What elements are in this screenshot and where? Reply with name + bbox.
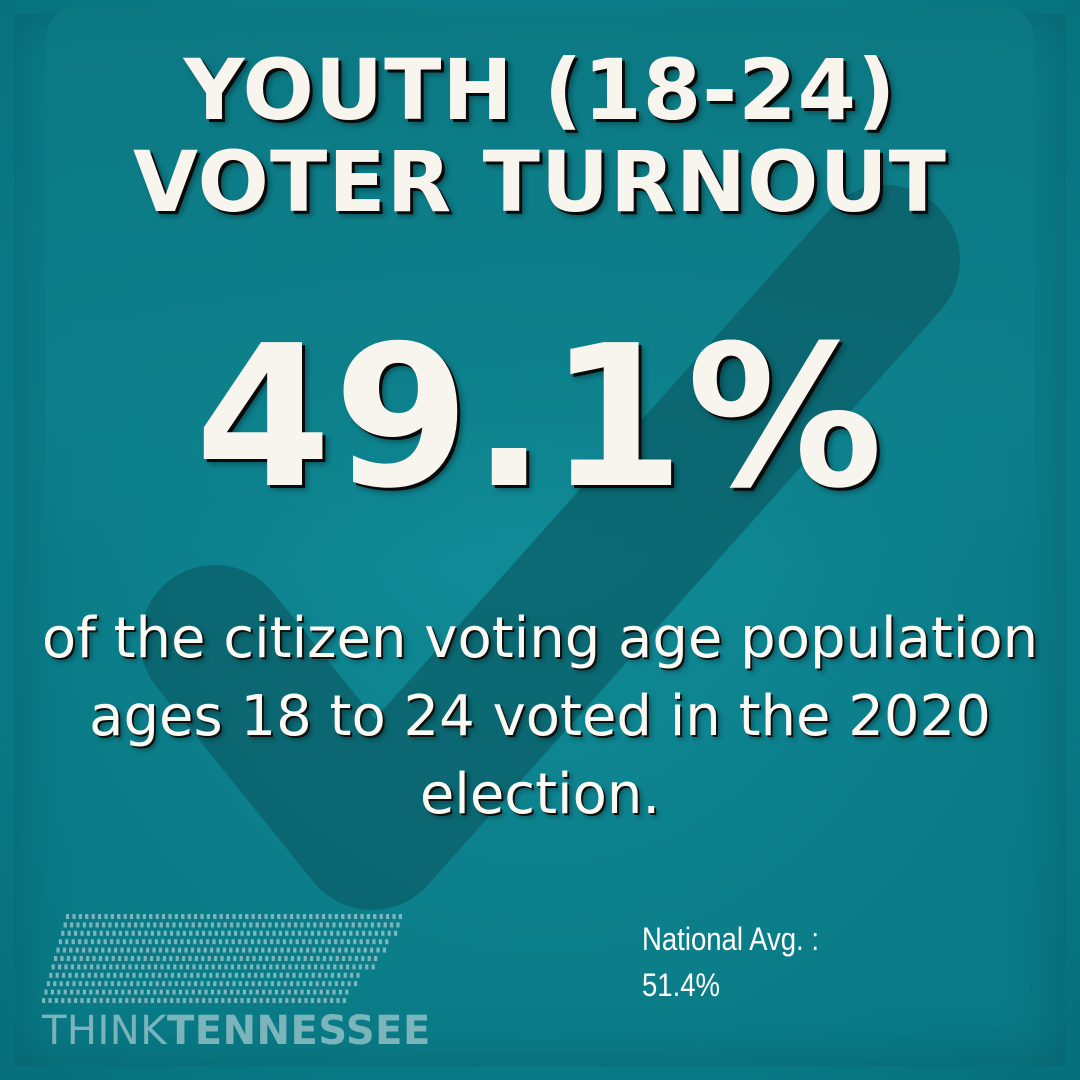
headline-line-2: VOTER TURNOUT — [133, 133, 947, 231]
tennessee-state-dots-icon — [42, 914, 402, 1003]
logo-wordmark: THINKTENNESSEE — [42, 1008, 431, 1054]
national-average-label: National Avg. : — [642, 921, 819, 957]
national-average-value: 51.4% — [642, 967, 721, 1003]
stat-description: of the citizen voting age population age… — [41, 606, 1039, 827]
national-average: National Avg. : 51.4% — [642, 916, 819, 1008]
logo-word-tennessee: TENNESSEE — [166, 1008, 431, 1054]
headline-line-1: YOUTH (18-24) — [183, 41, 897, 139]
logo-word-think: THINK — [42, 1008, 167, 1054]
headline: YOUTH (18-24) VOTER TURNOUT — [0, 44, 1080, 228]
turnout-percentage: 49.1% — [195, 304, 885, 532]
think-tennessee-logo: THINKTENNESSEE — [38, 908, 430, 1058]
